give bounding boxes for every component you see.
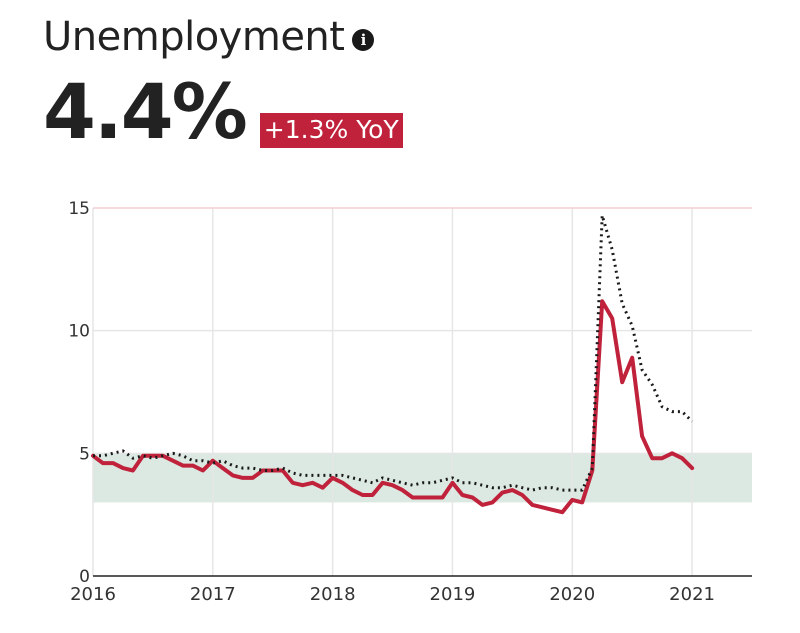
unemployment-series-line	[91, 299, 695, 515]
headline-value-row: 4.4% +1.3% YoY	[43, 74, 403, 150]
x-tick-label: 2020	[549, 584, 595, 605]
target-range-band	[93, 453, 752, 503]
x-tick-label: 2021	[669, 584, 715, 605]
x-tick-label: 2016	[70, 584, 116, 605]
comparison-series-line	[93, 213, 694, 492]
y-tick-label: 5	[79, 444, 90, 464]
y-tick-label: 10	[68, 322, 90, 342]
x-tick-label: 2017	[190, 584, 236, 605]
page-title: Unemployment	[43, 14, 345, 60]
y-tick-label: 0	[79, 567, 90, 587]
current-value: 4.4%	[43, 67, 248, 156]
yoy-change-badge: +1.3% YoY	[259, 113, 403, 148]
title-row: Unemployment i	[43, 14, 375, 60]
info-icon[interactable]: i	[352, 29, 375, 51]
x-tick-label: 2019	[430, 584, 476, 605]
y-tick-label: 15	[68, 199, 90, 219]
unemployment-line-chart: 0 5 10 15 2016 2017 2018 2019 2020 2021	[68, 199, 752, 605]
x-tick-label: 2018	[310, 584, 356, 605]
